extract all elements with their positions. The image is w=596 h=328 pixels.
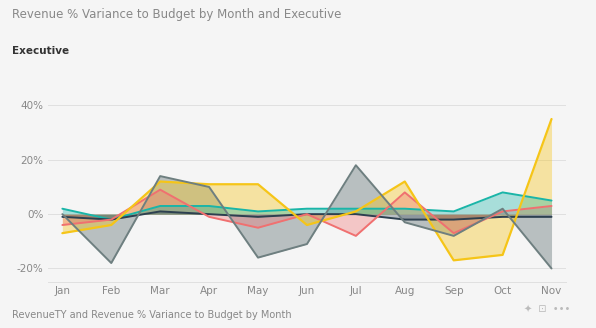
- Text: RevenueTY and Revenue % Variance to Budget by Month: RevenueTY and Revenue % Variance to Budg…: [12, 310, 291, 320]
- Text: Executive: Executive: [12, 46, 69, 56]
- Text: Revenue % Variance to Budget by Month and Executive: Revenue % Variance to Budget by Month an…: [12, 8, 342, 21]
- Text: ✦  ⊡  •••: ✦ ⊡ •••: [524, 305, 571, 315]
